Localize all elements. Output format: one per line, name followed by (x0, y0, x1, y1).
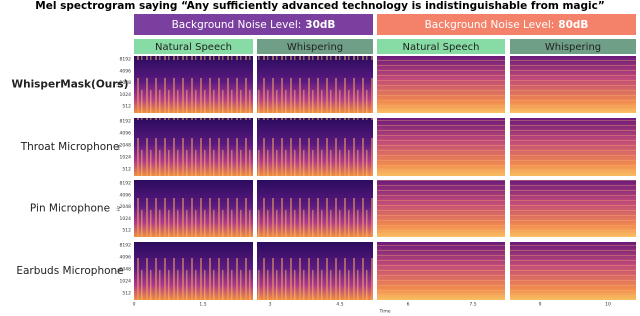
group-label: Background Noise Level: 30dB (172, 19, 336, 31)
x-tick-label: 1.5 (199, 302, 206, 308)
group-header (377, 14, 636, 35)
y-tick-label: 512 (122, 291, 131, 297)
y-tick-label: 8192 (120, 57, 132, 63)
x-tick-label: 9 (539, 302, 542, 308)
y-tick-label: 1024 (120, 279, 132, 285)
y-tick-label: 4096 (120, 131, 132, 137)
spectrogram-texture (377, 56, 505, 113)
spectrogram-texture (510, 242, 636, 300)
title: Mel spectrogram saying “Any sufficiently… (35, 0, 604, 12)
y-axis-label: Hz (116, 206, 121, 211)
column-label: Whispering (545, 42, 601, 53)
y-tick-label: 8192 (120, 181, 132, 187)
group-level: 80dB (558, 19, 588, 31)
column-header (134, 39, 253, 54)
row-label: Throat Microphone (20, 141, 120, 153)
x-tick-label: 7.5 (469, 302, 476, 308)
y-tick-label: 2048 (120, 267, 132, 273)
column-label: Natural Speech (403, 42, 480, 53)
spectrogram-texture (134, 242, 253, 300)
spectrogram-texture (257, 56, 373, 113)
group-label-text: Background Noise Level: (425, 19, 555, 31)
y-axis-label: Hz (116, 82, 121, 87)
y-tick-label: 8192 (120, 119, 132, 125)
row-label: Earbuds Microphone (16, 265, 123, 277)
spectrogram-texture (257, 242, 373, 300)
row-label: WhisperMask(Ours) (12, 79, 129, 91)
column-header (257, 39, 373, 54)
y-tick-label: 512 (122, 167, 131, 173)
x-tick-label: 0 (133, 302, 136, 308)
group-label: Background Noise Level: 80dB (425, 19, 589, 31)
spectrogram-texture (510, 118, 636, 176)
column-header (377, 39, 505, 54)
y-tick-label: 512 (122, 104, 131, 110)
spectrogram-texture (377, 118, 505, 176)
spectrogram-texture (257, 118, 373, 176)
spectrogram-texture (377, 180, 505, 237)
x-tick-label: 10 (605, 302, 611, 308)
y-axis-label: Hz (116, 268, 121, 273)
column-header (510, 39, 636, 54)
x-tick-label: 4.5 (336, 302, 343, 308)
y-tick-label: 4096 (120, 255, 132, 261)
spectrogram-texture (134, 180, 253, 237)
y-tick-label: 2048 (120, 143, 132, 149)
spectrogram-texture (134, 56, 253, 113)
column-label: Whispering (287, 42, 343, 53)
spectrogram-texture (510, 180, 636, 237)
y-tick-label: 2048 (120, 204, 132, 210)
group-level: 30dB (305, 19, 335, 31)
y-tick-label: 4096 (120, 192, 132, 198)
spectrogram-texture (134, 118, 253, 176)
y-axis-label: Hz (116, 144, 121, 149)
y-tick-label: 512 (122, 228, 131, 234)
spectrogram-texture (377, 242, 505, 300)
y-tick-label: 2048 (120, 80, 132, 86)
y-tick-label: 1024 (120, 155, 132, 161)
spectrogram-texture (257, 180, 373, 237)
y-tick-label: 4096 (120, 68, 132, 74)
row-label: Pin Microphone (30, 203, 110, 215)
y-tick-label: 1024 (120, 92, 132, 98)
y-tick-label: 8192 (120, 243, 132, 249)
spectrogram-texture (510, 56, 636, 113)
column-label: Natural Speech (155, 42, 232, 53)
group-label-text: Background Noise Level: (172, 19, 302, 31)
x-axis-label: Time (378, 309, 390, 315)
x-tick-label: 6 (407, 302, 410, 308)
y-tick-label: 1024 (120, 216, 132, 222)
x-tick-label: 3 (269, 302, 272, 308)
group-header (134, 14, 373, 35)
